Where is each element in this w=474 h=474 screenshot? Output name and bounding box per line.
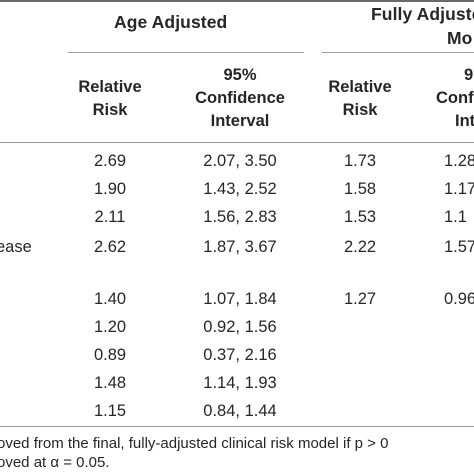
cell-ci-age: 1.07, 1.84 [203, 290, 277, 308]
cell-ci-age: 0.37, 2.16 [203, 346, 277, 364]
col-header-line: 9 [464, 66, 474, 84]
cell-relative-risk-age: 0.89 [93, 346, 127, 364]
cell-relative-risk-age: 2.62 [93, 238, 127, 256]
cell-ci-full: 1.28 [444, 152, 474, 170]
cell-relative-risk-age: 1.15 [93, 402, 127, 420]
col-header-ci-full: 9 Conf Int [436, 64, 474, 133]
cell-ci-full: 1.17 [444, 180, 474, 198]
cell-relative-risk-full: 1.53 [343, 208, 377, 226]
footnote-line-2: oved at α = 0.05. [0, 453, 110, 472]
col-header-line: Interval [210, 112, 270, 130]
group-header-age-adjusted: Age Adjusted [114, 12, 228, 32]
cell-relative-risk-age: 1.48 [93, 374, 127, 392]
col-header-line: Conf [436, 89, 474, 107]
col-header-line: Risk [92, 101, 128, 119]
cell-ci-full: 0.96 [444, 290, 474, 308]
cell-ci-age: 1.43, 2.52 [203, 180, 277, 198]
table-bottom-rule [0, 426, 474, 427]
table-top-rule [0, 0, 474, 2]
cell-relative-risk-full: 1.27 [343, 290, 377, 308]
cell-ci-age: 2.07, 3.50 [203, 152, 277, 170]
cell-ci-age: 1.87, 3.67 [203, 238, 277, 256]
cell-relative-risk-age: 2.11 [94, 208, 126, 226]
footnote-text: oved from the final, fully-adjusted clin… [0, 435, 389, 452]
cell-ci-age: 0.84, 1.44 [203, 402, 277, 420]
group-header-fully-adjusted-line2: Mo [447, 28, 473, 48]
footnote-line-1: oved from the final, fully-adjusted clin… [0, 434, 388, 453]
col-header-relative-risk-full: Relative Risk [312, 76, 408, 122]
cell-relative-risk-age: 1.90 [93, 180, 127, 198]
col-header-line: Risk [342, 101, 378, 119]
cell-relative-risk-full: 1.73 [343, 152, 377, 170]
col-header-line: Relative [78, 78, 142, 96]
col-header-line: Relative [328, 78, 392, 96]
cell-relative-risk-age: 1.40 [93, 290, 127, 308]
header-bottom-rule [0, 142, 474, 143]
cell-ci-age: 1.56, 2.83 [203, 208, 277, 226]
cell-relative-risk-full: 1.58 [343, 180, 377, 198]
cell-relative-risk-age: 1.20 [93, 318, 127, 336]
row-label: ease [0, 238, 32, 256]
cell-ci-full: 1.57 [444, 238, 474, 256]
group-rule-age-adjusted [68, 52, 304, 53]
cell-ci-full: 1.1 [444, 208, 467, 226]
col-header-relative-risk-age: Relative Risk [62, 76, 158, 122]
cell-relative-risk-full: 2.22 [343, 238, 377, 256]
cell-ci-age: 0.92, 1.56 [203, 318, 277, 336]
col-header-line: 95% [223, 66, 257, 84]
cell-relative-risk-age: 2.69 [93, 152, 127, 170]
cell-ci-age: 1.14, 1.93 [203, 374, 277, 392]
col-header-line: Confidence [195, 89, 285, 107]
group-header-fully-adjusted: Fully Adjuste [371, 4, 474, 24]
col-header-line: Int [455, 112, 474, 130]
col-header-ci-age: 95% Confidence Interval [180, 64, 300, 133]
footnote-text: oved at α = 0.05. [0, 454, 110, 471]
group-rule-fully-adjusted [322, 52, 474, 53]
